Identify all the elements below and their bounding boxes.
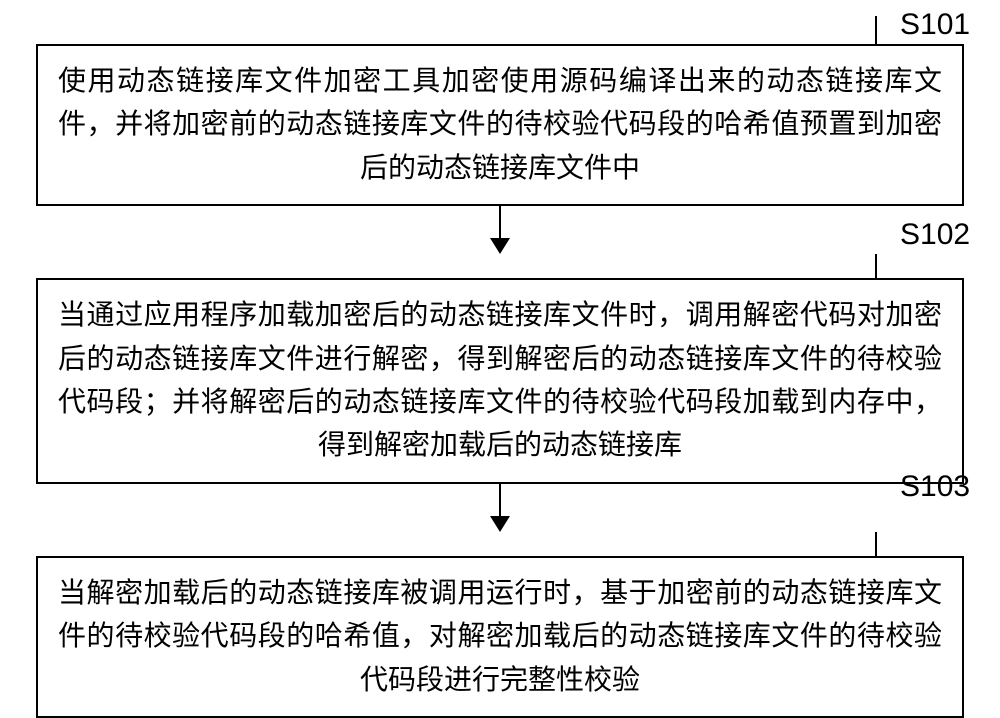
- connector-s103: [875, 532, 878, 556]
- step-text-s103: 当解密加载后的动态链接库被调用运行时，基于加密前的动态链接库文件的待校验代码段的…: [58, 572, 942, 702]
- step-label-s103: S103: [900, 470, 970, 504]
- arrow-s102-s103: [36, 484, 964, 532]
- connector-s102: [875, 254, 878, 278]
- step-box-s102: 当通过应用程序加载加密后的动态链接库文件时，调用解密代码对加密后的动态链接库文件…: [36, 278, 964, 484]
- flowchart-container: S101 使用动态链接库文件加密工具加密使用源码编译出来的动态链接库文件，并将加…: [36, 16, 964, 718]
- arrow-line: [499, 484, 502, 518]
- arrow-head-icon: [490, 238, 510, 254]
- arrow-line: [499, 206, 502, 240]
- step-text-s102: 当通过应用程序加载加密后的动态链接库文件时，调用解密代码对加密后的动态链接库文件…: [58, 294, 942, 468]
- step-label-s101: S101: [900, 8, 970, 42]
- step-box-s101: 使用动态链接库文件加密工具加密使用源码编译出来的动态链接库文件，并将加密前的动态…: [36, 44, 964, 206]
- step-label-s102: S102: [900, 218, 970, 252]
- connector-s101: [875, 16, 878, 44]
- step-box-s103: 当解密加载后的动态链接库被调用运行时，基于加密前的动态链接库文件的待校验代码段的…: [36, 556, 964, 718]
- step-text-s101: 使用动态链接库文件加密工具加密使用源码编译出来的动态链接库文件，并将加密前的动态…: [58, 60, 942, 190]
- arrow-head-icon: [490, 516, 510, 532]
- arrow-s101-s102: [36, 206, 964, 254]
